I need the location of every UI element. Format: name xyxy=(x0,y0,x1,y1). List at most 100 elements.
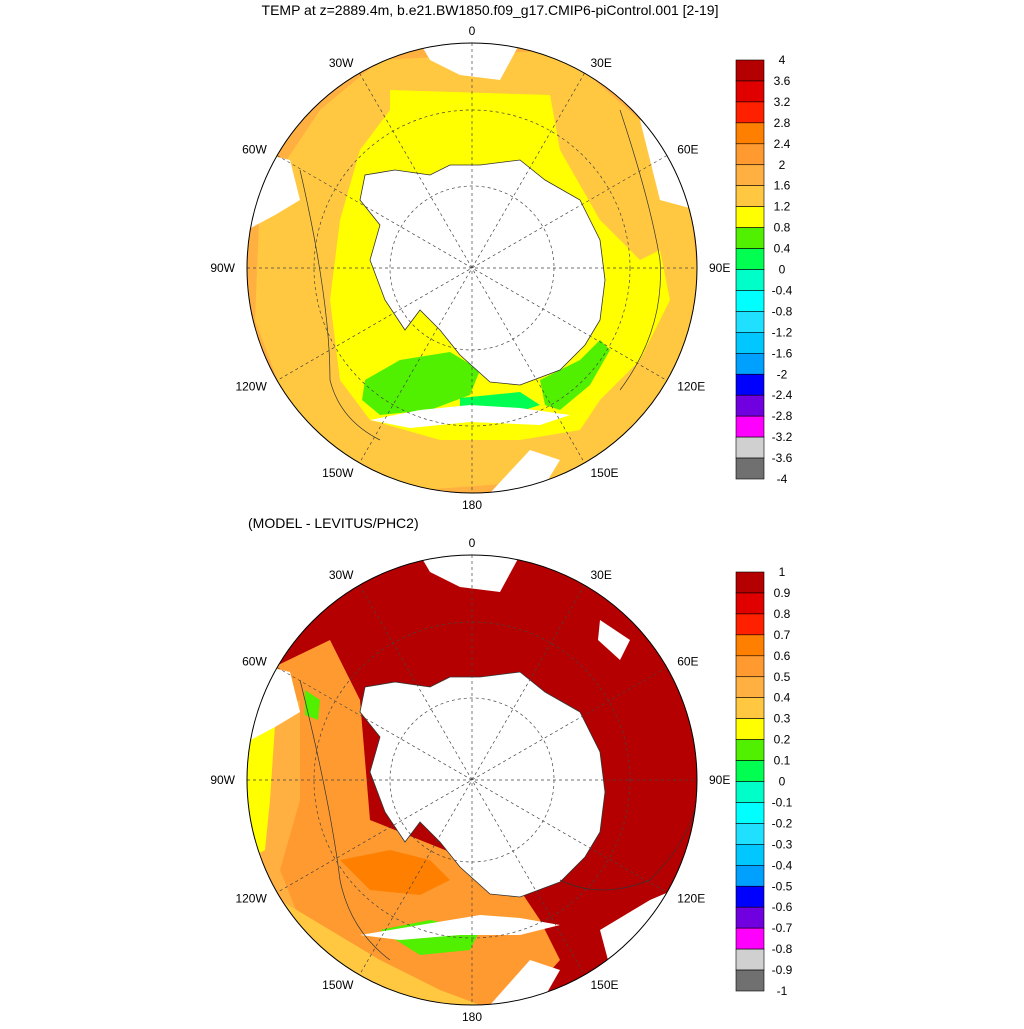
bottom-lon-label: 120E xyxy=(677,892,705,906)
bottom-colorbar-box xyxy=(735,844,765,866)
top-colorbar-box xyxy=(735,269,765,291)
bottom-colorbar-box xyxy=(735,948,765,971)
bottom-panel: (MODEL - LEVITUS/PHC2) xyxy=(210,515,792,1024)
bottom-colorbar-label: -0.7 xyxy=(772,921,793,935)
top-colorbar-box xyxy=(735,248,765,270)
bottom-colorbar-label: 0.4 xyxy=(774,691,791,705)
bottom-colorbar-label: 1 xyxy=(779,565,786,579)
top-colorbar-label: 0.4 xyxy=(774,242,791,256)
top-lon-label: 90E xyxy=(709,261,730,275)
top-region-green-east xyxy=(540,340,610,410)
top-lon-label: 180 xyxy=(462,498,482,512)
top-lon-label: 120E xyxy=(677,380,705,394)
top-colorbar-label: -0.4 xyxy=(772,283,793,297)
top-colorbar-box xyxy=(735,59,765,82)
bottom-longitude-labels: 0 30E 60E 90E 120E 150E 180 150W 120W 90W 60W 30W xyxy=(210,536,730,1024)
top-colorbar-box xyxy=(735,332,765,354)
bottom-colorbar-box xyxy=(735,613,765,636)
top-colorbar-box xyxy=(735,373,765,396)
bottom-colorbar-box xyxy=(735,781,765,803)
top-title: TEMP at z=2889.4m, b.e21.BW1850.f09_g17.… xyxy=(262,2,719,18)
top-region-green-ross xyxy=(362,352,480,415)
bottom-map xyxy=(247,555,697,1005)
bottom-region-orange xyxy=(247,640,560,1005)
top-colorbar-label: 1.6 xyxy=(774,179,791,193)
bottom-colorbar-box xyxy=(735,718,765,740)
top-lon-label: 30W xyxy=(329,56,354,70)
bottom-colorbar-label: 0.3 xyxy=(774,712,791,726)
bottom-colorbar-label: 0 xyxy=(779,775,786,789)
top-lon-label: 0 xyxy=(469,24,476,38)
top-colorbar-label: -3.2 xyxy=(772,430,793,444)
bottom-lon-label: 150W xyxy=(322,978,354,992)
top-graticule xyxy=(247,43,697,493)
bottom-colorbar-label: -0.2 xyxy=(772,816,793,830)
top-colorbar-box xyxy=(735,143,765,166)
top-colorbar-box xyxy=(735,101,765,124)
bottom-colorbar-box xyxy=(735,802,765,824)
bottom-colorbar-label: 0.7 xyxy=(774,628,791,642)
top-lon-label: 90W xyxy=(210,261,235,275)
bottom-colorbar-box xyxy=(735,739,765,761)
top-map-border xyxy=(246,42,698,494)
bottom-colorbar-box xyxy=(735,760,765,782)
top-colorbar-label: 3.6 xyxy=(774,74,791,88)
top-colorbar-box xyxy=(735,394,765,417)
top-colorbar-box xyxy=(735,206,765,228)
top-panel: TEMP at z=2889.4m, b.e21.BW1850.f09_g17.… xyxy=(210,2,792,512)
top-colorbar-label: -1.2 xyxy=(772,325,793,339)
bottom-land-kerguelen xyxy=(598,620,630,660)
top-longitude-labels: 0 30E 60E 90E 120E 150E 180 150W 120W 90W 60W 30W xyxy=(210,24,730,512)
bottom-graticule xyxy=(247,555,697,1005)
top-lon-label: 60W xyxy=(242,143,267,157)
bottom-colorbar-label: -0.5 xyxy=(772,879,793,893)
top-lon-label: 120W xyxy=(235,380,267,394)
top-colorbar-label: 4 xyxy=(779,53,786,67)
top-colorbar-box xyxy=(735,164,765,187)
bottom-colorbar-label: 0.8 xyxy=(774,607,791,621)
top-antarctica xyxy=(359,159,606,386)
bottom-lon-label: 0 xyxy=(469,536,476,550)
top-colorbar-box xyxy=(735,122,765,145)
bottom-colorbar-label: -0.1 xyxy=(772,795,793,809)
top-colorbar-label: -4 xyxy=(777,472,788,486)
bottom-colorbar-box xyxy=(735,864,765,887)
bottom-colorbar-box xyxy=(735,634,765,657)
bottom-colorbar-label: 0.9 xyxy=(774,586,791,600)
top-land-africa xyxy=(420,43,520,80)
bottom-region-green-drake xyxy=(305,690,320,720)
bottom-land-africa xyxy=(420,555,520,592)
top-colorbar-label: -3.6 xyxy=(772,451,793,465)
top-colorbar-box xyxy=(735,185,765,207)
bottom-antarctica xyxy=(359,671,606,898)
bottom-lon-label: 60E xyxy=(677,655,698,669)
bottom-lon-label: 30W xyxy=(329,568,354,582)
bottom-colorbar-label: 0.2 xyxy=(774,733,791,747)
top-map xyxy=(247,43,697,493)
bottom-colorbar-label: -0.8 xyxy=(772,942,793,956)
bottom-colorbar: 1 0.9 0.8 0.7 0.6 0.5 0.4 0.3 0.2 0.1 0 -0.1 -0.2 -0.… xyxy=(735,565,793,998)
bottom-colorbar-box xyxy=(735,823,765,845)
bottom-colorbar-box xyxy=(735,885,765,908)
bottom-colorbar-label: -0.3 xyxy=(772,837,793,851)
bottom-lon-label: 60W xyxy=(242,655,267,669)
top-colorbar-label: 1.2 xyxy=(774,200,791,214)
top-colorbar-label: 2.4 xyxy=(774,137,791,151)
top-colorbar-box xyxy=(735,352,765,375)
top-colorbar-label: 0.8 xyxy=(774,221,791,235)
bottom-lon-label: 180 xyxy=(462,1010,482,1024)
bottom-lon-label: 90W xyxy=(210,773,235,787)
top-colorbar-label: -2.4 xyxy=(772,388,793,402)
bottom-ross-shelf-strip xyxy=(360,915,560,940)
top-lon-label: 150E xyxy=(591,466,619,480)
bottom-map-border xyxy=(246,554,698,1006)
top-colorbar-box xyxy=(735,415,765,438)
bottom-colorbar-box xyxy=(735,927,765,950)
bottom-colorbar-label: -1 xyxy=(777,984,788,998)
bottom-contour-2 xyxy=(559,799,697,891)
top-contour-1 xyxy=(299,169,381,441)
top-colorbar-box xyxy=(735,311,765,333)
top-colorbar-label: 0 xyxy=(779,263,786,277)
top-colorbar-box xyxy=(735,457,765,480)
